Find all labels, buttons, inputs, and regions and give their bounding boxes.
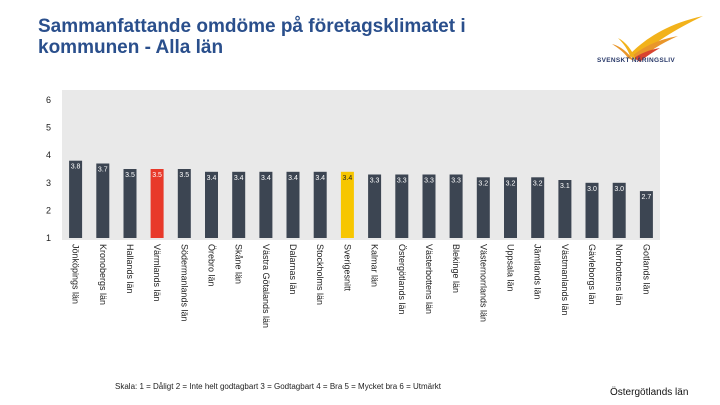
bar-value-label: 3.4 (261, 175, 271, 182)
y-tick-label: 5 (46, 123, 51, 133)
bar (395, 174, 409, 238)
category-label: Gävleborgs län (587, 244, 597, 305)
bar (150, 169, 164, 238)
bar-value-label: 3.3 (424, 178, 434, 185)
bar-value-label: 2.7 (642, 194, 652, 201)
bar (286, 171, 300, 238)
bar (232, 171, 246, 238)
y-tick-label: 4 (46, 150, 51, 160)
y-axis-ticks: 1 2 3 4 5 6 (46, 95, 51, 243)
bird-logo-icon (612, 16, 703, 62)
bar-value-label: 3.2 (533, 180, 543, 187)
category-labels: Jönköpings län Kronobergs län Hallands län… (71, 244, 652, 328)
region-label: Östergötlands län (610, 387, 689, 398)
category-label: Västerbottens län (424, 244, 434, 314)
bar-value-label: 3.4 (207, 175, 217, 182)
category-label: Gotlands län (641, 244, 651, 295)
bar-value-label: 3.1 (560, 183, 570, 190)
category-label: Sverigesnitt (342, 244, 352, 292)
y-tick-label: 3 (46, 178, 51, 188)
value-labels: 3.8 3.7 3.5 3.5 3.5 3.4 3.4 3.4 3.4 3.4 3.4 3.3 3.3 3… (71, 164, 652, 201)
bar (123, 169, 137, 238)
bar (639, 191, 653, 238)
bar-value-label: 3.0 (614, 186, 624, 193)
bar (422, 174, 436, 238)
bar-value-label: 3.3 (397, 178, 407, 185)
bar (476, 177, 490, 238)
category-label: Västmanlands län (560, 244, 570, 316)
y-tick-label: 1 (46, 233, 51, 243)
bar-value-label: 3.8 (71, 164, 81, 171)
bar (449, 174, 463, 238)
bar (531, 177, 545, 238)
category-label: Västra Götalands län (261, 244, 271, 328)
bar-value-label: 3.4 (288, 175, 298, 182)
category-label: Östergötlands län (397, 244, 407, 315)
category-label: Norrbottens län (614, 244, 624, 306)
category-label: Dalarnas län (288, 244, 298, 295)
bar-value-label: 3.5 (125, 172, 135, 179)
bar (340, 171, 354, 238)
bar (612, 182, 626, 238)
category-label: Jönköpings län (71, 244, 81, 304)
bar (69, 160, 83, 238)
bar (205, 171, 218, 238)
category-label: Uppsala län (506, 244, 516, 292)
page-title: Sammanfattande omdöme på företagsklimate… (38, 16, 466, 58)
category-label: Örebro län (207, 244, 217, 287)
category-label: Hallands län (125, 244, 135, 294)
bar (177, 169, 191, 238)
bar-value-label: 3.7 (98, 167, 108, 174)
category-label: Stockholms län (315, 244, 325, 305)
y-tick-label: 2 (46, 205, 51, 215)
scale-footnote: Skala: 1 = Dåligt 2 = Inte helt godtagba… (115, 382, 441, 391)
category-label: Västernorrlands län (478, 244, 488, 322)
y-tick-label: 6 (46, 95, 51, 105)
category-label: Jämtlands län (533, 244, 543, 300)
bar-value-label: 3.2 (506, 180, 516, 187)
bar-value-label: 3.0 (587, 186, 597, 193)
bar (585, 182, 599, 238)
bar (504, 177, 517, 238)
bar-value-label: 3.5 (179, 172, 189, 179)
bar (96, 163, 110, 238)
bar (259, 171, 273, 238)
bar-value-label: 3.4 (234, 175, 244, 182)
category-label: Södermanlands län (179, 244, 189, 322)
bar-value-label: 3.3 (370, 178, 380, 185)
category-label: Kalmar län (370, 244, 380, 287)
bar (313, 171, 327, 238)
bar-value-label: 3.4 (343, 175, 353, 182)
logo-wings (612, 16, 703, 62)
category-label: Skåne län (234, 244, 244, 284)
bars (69, 160, 653, 238)
bar-value-label: 3.3 (451, 178, 461, 185)
logo-text: SVENSKT NÄRINGSLIV (597, 57, 675, 64)
bar-value-label: 3.5 (152, 172, 162, 179)
bar (368, 174, 382, 238)
bar-value-label: 3.4 (315, 175, 325, 182)
category-label: Blekinge län (451, 244, 461, 293)
category-label: Värmlands län (152, 244, 162, 302)
category-label: Kronobergs län (98, 244, 108, 305)
bar (558, 180, 572, 238)
bar-value-label: 3.2 (478, 180, 488, 187)
